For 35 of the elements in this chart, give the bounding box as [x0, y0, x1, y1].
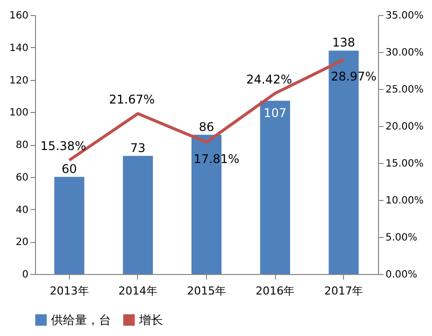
y2-tick-label: 15.00%: [386, 158, 424, 170]
y2-tick-label: 5.00%: [386, 232, 418, 244]
y-tick-label: 0: [22, 270, 28, 280]
data-label: 73: [130, 140, 146, 155]
bar: [54, 176, 84, 274]
data-label: 86: [198, 120, 214, 134]
y-tick-label: 100: [9, 108, 28, 119]
y-tick-label: 140: [9, 42, 28, 54]
y-tick-label: 120: [9, 75, 28, 86]
data-label: 107: [264, 106, 287, 120]
y-tick-label: 160: [9, 10, 28, 22]
x-tick-label: 2015年: [187, 284, 226, 298]
legend-label: 增长: [138, 313, 163, 327]
data-label: 15.38%: [40, 139, 86, 154]
x-tick-label: 2014年: [118, 284, 158, 298]
y2-tick-label: 25.00%: [386, 84, 424, 96]
y-tick-label: 80: [16, 140, 28, 151]
bar: [122, 156, 153, 274]
legend-label: 供给量，台: [51, 313, 111, 327]
data-label: 21.67%: [109, 92, 155, 107]
x-tick-label: 2017年: [324, 284, 364, 298]
data-label: 24.42%: [246, 72, 292, 86]
y2-tick-label: 35.00%: [386, 10, 424, 22]
bar: [260, 100, 290, 274]
y-tick-label: 20: [16, 237, 28, 248]
data-label: 60: [62, 162, 77, 176]
x-tick-label: 2013年: [50, 284, 89, 298]
y-tick-label: 40: [16, 204, 28, 216]
y2-tick-label: 20.00%: [386, 122, 424, 132]
x-tick-label: 2016年: [256, 284, 295, 298]
y-tick-label: 60: [16, 172, 28, 184]
y2-tick-label: 10.00%: [386, 196, 424, 206]
y2-tick-label: 30.00%: [386, 48, 424, 58]
data-label: 138: [332, 36, 356, 50]
y2-tick-label: 0.00%: [386, 270, 418, 280]
